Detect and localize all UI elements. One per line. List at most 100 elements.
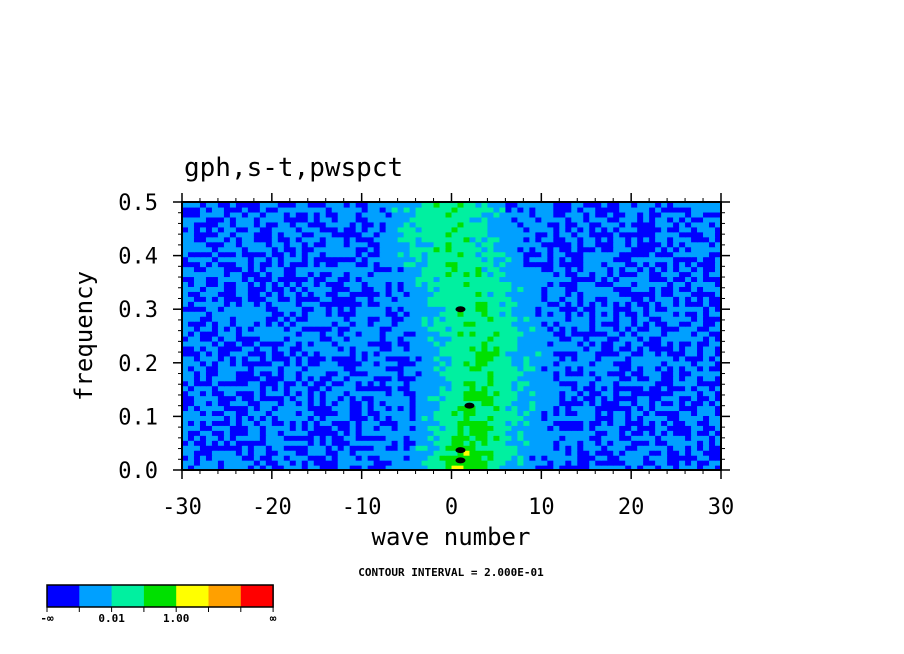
contour-cell xyxy=(475,316,483,322)
contour-cell xyxy=(565,236,572,243)
contour-cell xyxy=(223,460,231,466)
contour-cell xyxy=(415,440,423,446)
contour-cell xyxy=(637,216,644,223)
contour-cell xyxy=(247,460,255,466)
contour-cell xyxy=(337,296,345,302)
contour-cell xyxy=(607,455,614,461)
contour-cell xyxy=(229,450,237,456)
contour-cell xyxy=(313,355,321,362)
contour-cell xyxy=(487,206,495,213)
contour-cell xyxy=(283,321,291,327)
contour-cell xyxy=(589,370,596,377)
contour-cell xyxy=(199,276,207,282)
contour-cell xyxy=(697,395,704,402)
contour-cell xyxy=(301,340,309,347)
contour-cell xyxy=(505,261,512,268)
contour-cell xyxy=(541,450,548,456)
contour-cell xyxy=(217,202,225,208)
contour-cell xyxy=(193,226,201,233)
contour-cell xyxy=(427,370,435,377)
contour-cell xyxy=(457,415,465,421)
contour-cell xyxy=(349,455,357,461)
contour-cell xyxy=(469,306,477,312)
contour-cell xyxy=(673,206,680,213)
contour-cell xyxy=(565,385,572,392)
contour-cell xyxy=(295,370,303,377)
contour-cell xyxy=(697,415,704,421)
contour-cell xyxy=(235,306,243,312)
contour-cell xyxy=(583,455,590,461)
contour-cell xyxy=(481,445,489,451)
contour-cell xyxy=(547,301,554,307)
contour-cell xyxy=(319,385,327,392)
contour-cell xyxy=(211,211,219,218)
contour-cell xyxy=(577,405,584,412)
contour-cell xyxy=(655,301,662,307)
contour-cell xyxy=(619,276,626,282)
contour-cell xyxy=(445,211,453,218)
contour-cell xyxy=(241,281,249,287)
contour-cell xyxy=(661,256,668,263)
contour-cell xyxy=(535,261,542,268)
contour-cell xyxy=(487,380,495,387)
contour-cell xyxy=(547,206,554,213)
contour-cell xyxy=(319,336,327,342)
contour-cell xyxy=(433,306,441,312)
contour-cell xyxy=(229,216,237,223)
contour-cell xyxy=(295,261,303,268)
contour-cell xyxy=(271,321,279,327)
contour-cell xyxy=(355,331,363,337)
contour-cell xyxy=(379,316,387,322)
contour-cell xyxy=(469,435,477,441)
contour-cell xyxy=(337,221,345,228)
contour-cell xyxy=(697,206,704,213)
contour-cell xyxy=(667,331,674,337)
contour-cell xyxy=(637,460,644,466)
contour-cell xyxy=(583,256,590,263)
contour-cell xyxy=(271,430,279,436)
contour-cell xyxy=(325,221,333,228)
contour-cell xyxy=(469,296,477,302)
contour-cell xyxy=(385,450,393,456)
contour-cell xyxy=(259,271,267,278)
contour-cell xyxy=(205,400,213,407)
contour-cell xyxy=(655,241,662,248)
contour-cell xyxy=(199,420,207,426)
contour-cell xyxy=(295,236,303,243)
contour-cell xyxy=(409,430,417,436)
contour-cell xyxy=(499,425,506,431)
contour-cell xyxy=(373,430,381,436)
contour-cell xyxy=(253,301,261,307)
contour-cell xyxy=(343,286,351,292)
contour-cell xyxy=(673,405,680,412)
contour-cell xyxy=(289,415,297,421)
contour-cell xyxy=(277,281,285,287)
contour-cell xyxy=(217,360,225,367)
contour-cell xyxy=(493,246,501,253)
contour-cell xyxy=(685,425,692,431)
contour-cell xyxy=(637,350,644,357)
contour-cell xyxy=(337,400,345,407)
contour-cell xyxy=(319,231,327,238)
contour-cell xyxy=(301,450,309,456)
contour-cell xyxy=(361,306,369,312)
contour-cell xyxy=(463,246,471,253)
contour-cell xyxy=(271,405,279,412)
contour-cell xyxy=(505,365,512,372)
contour-cell xyxy=(715,410,722,416)
contour-cell xyxy=(397,425,405,431)
contour-cell xyxy=(559,425,566,431)
contour-cell xyxy=(223,390,231,397)
contour-cell xyxy=(499,216,506,223)
contour-cell xyxy=(343,360,351,367)
contour-cell xyxy=(601,400,608,407)
contour-cell xyxy=(475,226,483,233)
contour-cell xyxy=(691,326,698,332)
contour-cell xyxy=(607,360,614,367)
contour-cell xyxy=(589,420,596,426)
contour-cell xyxy=(631,236,638,243)
contour-cell xyxy=(253,365,261,372)
contour-cell xyxy=(295,390,303,397)
contour-cell xyxy=(391,370,399,377)
contour-cell xyxy=(217,321,225,327)
